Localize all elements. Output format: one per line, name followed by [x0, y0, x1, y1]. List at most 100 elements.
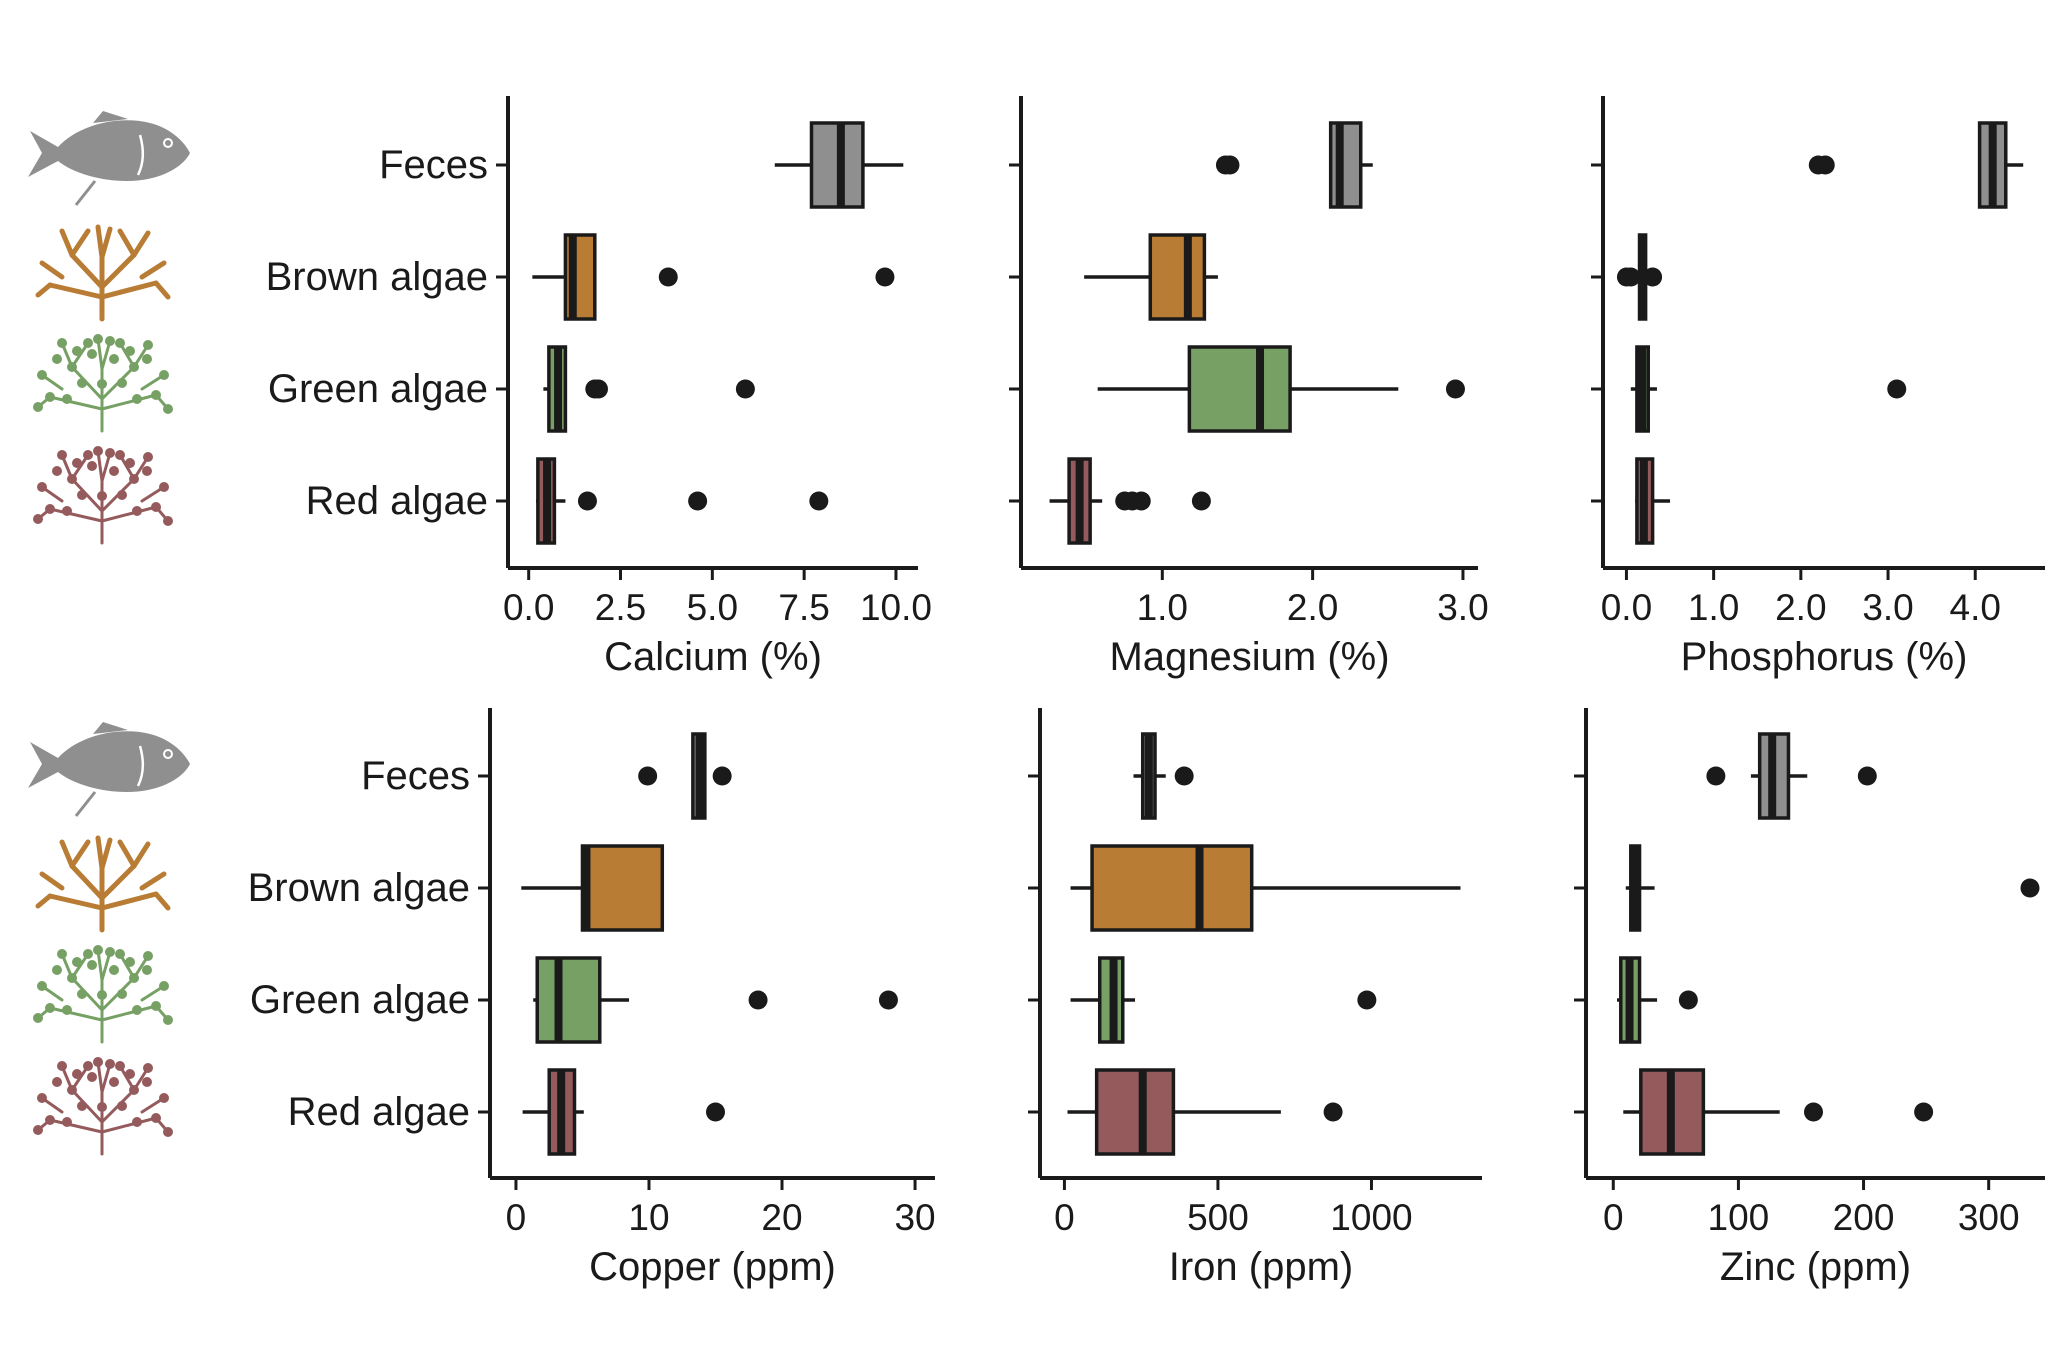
outlier-point: [875, 267, 895, 287]
x-tick-label: 10.0: [860, 587, 932, 628]
box-feces: [1133, 732, 1194, 820]
box-green-algae: [1630, 345, 1907, 433]
red-seaweed-icon: [33, 1057, 173, 1156]
x-tick-label: 0: [1054, 1197, 1075, 1238]
fish-icon: [28, 111, 190, 206]
x-tick-label: 0: [1603, 1197, 1624, 1238]
outlier-point: [1815, 155, 1835, 175]
x-tick-label: 2.0: [1775, 587, 1826, 628]
x-axis-title: Calcium (%): [604, 635, 822, 679]
outlier-point: [658, 267, 678, 287]
category-label-green-algae: Green algae: [250, 978, 470, 1022]
category-label-green-algae: Green algae: [268, 367, 488, 411]
outlier-point: [1357, 990, 1377, 1010]
box-red-algae: [1049, 457, 1211, 545]
category-label-feces: Feces: [361, 754, 470, 798]
box-brown-algae: [1625, 844, 2040, 932]
box-green-algae: [1617, 956, 1698, 1044]
box-feces: [1706, 732, 1877, 820]
x-tick-label: 10: [628, 1197, 669, 1238]
x-tick-label: 500: [1187, 1197, 1249, 1238]
iqr-box: [1148, 233, 1207, 321]
iqr-box: [535, 956, 602, 1044]
fish-icon: [28, 722, 190, 817]
green-seaweed-icon: [33, 334, 173, 433]
x-axis-title: Iron (ppm): [1169, 1245, 1354, 1289]
outlier-point: [1643, 267, 1663, 287]
category-label-red-algae: Red algae: [288, 1090, 470, 1134]
x-tick-label: 0.0: [503, 587, 554, 628]
panel-magnesium: 1.0 2.0 3.0 Magnesium (%): [1009, 96, 1489, 679]
category-label-brown-algae: Brown algae: [266, 255, 488, 299]
x-tick-label: 2.0: [1287, 587, 1338, 628]
outlier-point: [1621, 267, 1641, 287]
box-feces: [1808, 121, 2024, 209]
box-red-algae: [522, 1068, 725, 1156]
x-axis-title: Phosphorus (%): [1681, 635, 1968, 679]
panel-copper-ppm: 0 10 20 30 Copper (ppm) Feces Brown algae Green…: [248, 708, 936, 1289]
box-feces: [774, 121, 904, 209]
category-label-feces: Feces: [379, 143, 488, 187]
panel-zinc-ppm: 0 100 200 300 Zinc (ppm): [1574, 708, 2045, 1289]
iqr-box: [1090, 844, 1254, 932]
outlier-point: [1914, 1102, 1934, 1122]
x-tick-label: 1000: [1330, 1197, 1412, 1238]
x-tick-label: 4.0: [1950, 587, 2001, 628]
outlier-point: [748, 990, 768, 1010]
iqr-box: [1094, 1068, 1176, 1156]
outlier-point: [1191, 491, 1211, 511]
box-feces: [638, 732, 732, 820]
outlier-point: [1174, 766, 1194, 786]
box-red-algae: [1623, 1068, 1934, 1156]
box-feces: [1215, 121, 1373, 209]
panel-phosphorus: 0.0 1.0 2.0 3.0 4.0 Phosphorus (%): [1591, 96, 2045, 679]
x-axis-title: Copper (ppm): [589, 1245, 836, 1289]
brown-seaweed-icon: [35, 224, 171, 322]
outlier-point: [1220, 155, 1240, 175]
outlier-point: [1803, 1102, 1823, 1122]
outlier-point: [1706, 766, 1726, 786]
outlier-point: [809, 491, 829, 511]
outlier-point: [588, 379, 608, 399]
panel-iron-ppm: 0 500 1000 Iron (ppm): [1028, 708, 1482, 1289]
category-label-red-algae: Red algae: [306, 479, 488, 523]
outlier-point: [1445, 379, 1465, 399]
iqr-box: [580, 844, 665, 932]
outlier-point: [577, 491, 597, 511]
box-red-algae: [1635, 457, 1671, 545]
box-red-algae: [1067, 1068, 1343, 1156]
x-tick-label: 300: [1958, 1197, 2020, 1238]
outlier-point: [1887, 379, 1907, 399]
panel-calcium: 0.0 2.5 5.0 7.5 10.0 Calcium (%) Feces Brown al…: [266, 96, 932, 679]
x-tick-label: 1.0: [1688, 587, 1739, 628]
outlier-point: [2020, 878, 2040, 898]
category-label-brown-algae: Brown algae: [248, 866, 470, 910]
outlier-point: [688, 491, 708, 511]
x-axis-title: Zinc (ppm): [1720, 1245, 1911, 1289]
outlier-point: [1323, 1102, 1343, 1122]
x-tick-label: 0: [506, 1197, 527, 1238]
x-tick-label: 200: [1833, 1197, 1895, 1238]
outlier-point: [712, 766, 732, 786]
x-tick-label: 2.5: [595, 587, 646, 628]
outlier-point: [878, 990, 898, 1010]
outlier-point: [1678, 990, 1698, 1010]
red-seaweed-icon: [33, 446, 173, 545]
box-green-algae: [533, 956, 898, 1044]
x-tick-label: 3.0: [1437, 587, 1488, 628]
brown-seaweed-icon: [35, 835, 171, 933]
box-red-algae: [536, 457, 829, 545]
outlier-point: [706, 1102, 725, 1122]
outlier-point: [1131, 491, 1151, 511]
green-seaweed-icon: [33, 945, 173, 1044]
outlier-point: [735, 379, 755, 399]
x-tick-label: 1.0: [1137, 587, 1188, 628]
outlier-point: [638, 766, 658, 786]
box-green-algae: [1097, 345, 1465, 433]
box-brown-algae: [1616, 233, 1663, 321]
box-brown-algae: [532, 233, 895, 321]
iqr-box: [1187, 345, 1292, 433]
x-tick-label: 20: [761, 1197, 802, 1238]
x-tick-label: 3.0: [1862, 587, 1913, 628]
